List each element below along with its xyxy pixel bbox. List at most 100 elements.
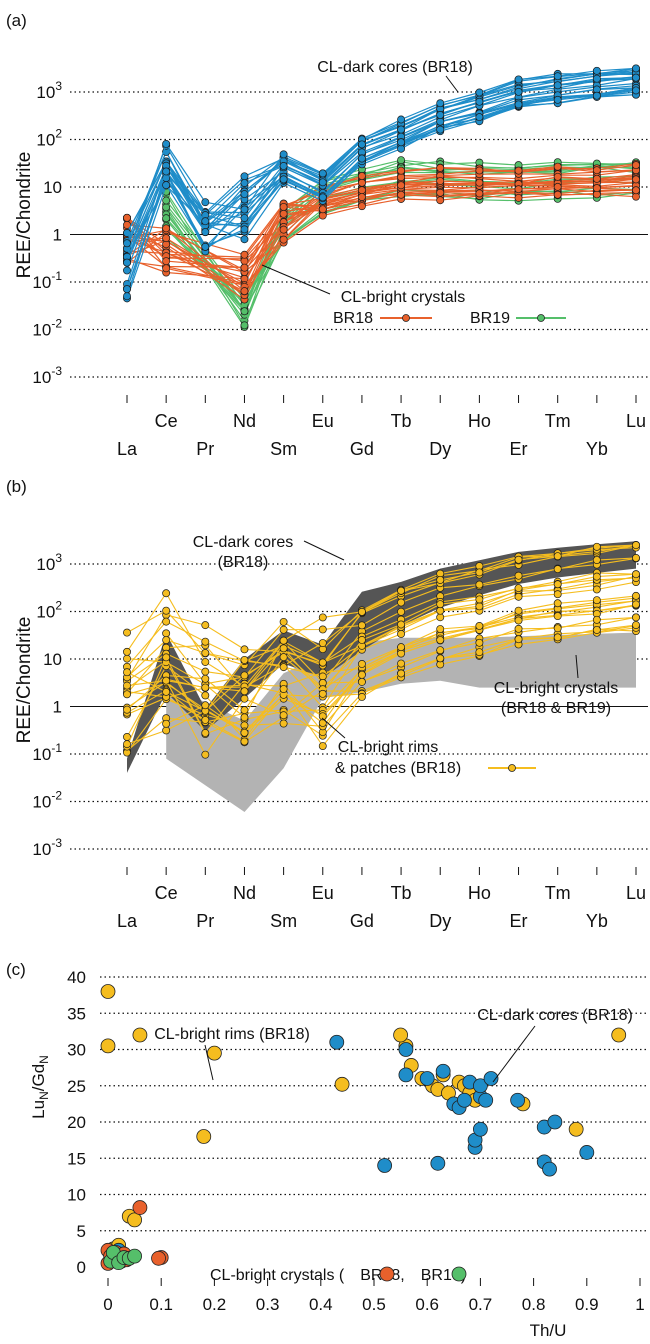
cl-bright-rims-series-line	[126, 544, 637, 688]
y-tick-label: 15	[67, 1149, 86, 1168]
panel-c-xlabel: Th/U	[530, 1321, 567, 1340]
rims-point	[334, 1076, 350, 1092]
cl-bright-rims-series-point	[514, 624, 523, 633]
x-tick-label: Yb	[586, 911, 608, 931]
leader-line-cores-b	[303, 540, 345, 561]
cores-point	[579, 1145, 595, 1160]
panel-b-x-tick-labels: La Ce Pr Nd Sm Eu Gd Tb Dy Ho Er Tm Yb Lu	[117, 867, 646, 931]
y-tick-label: 5	[77, 1222, 86, 1241]
cl-bright-rims-series-point	[553, 590, 562, 599]
br18-series-point	[632, 186, 640, 195]
cl-dark-cores-series-point	[592, 74, 601, 83]
cl-bright-rims-series-point	[318, 625, 327, 634]
cl-bright-rims-series-point	[436, 613, 445, 622]
cl-dark-cores-series-point	[592, 66, 601, 75]
y-tick-label: 0	[77, 1258, 86, 1277]
cores-point	[419, 1071, 435, 1086]
cl-bright-rims-series-point	[162, 629, 171, 638]
cl-bright-rims-series	[162, 621, 640, 750]
cl-dark-cores-series-point	[240, 205, 249, 214]
cl-bright-rims-series-point	[592, 625, 601, 634]
annotation-cl-bright-rims-c: CL-bright rims (BR18)	[154, 1026, 310, 1043]
panel-c-ylabel: LuN/GdN	[29, 1055, 51, 1119]
x-tick-label: Eu	[312, 411, 334, 431]
x-tick-label: Gd	[350, 911, 374, 931]
legend-br19-marker	[537, 314, 545, 322]
cl-bright-rims-series-point	[592, 556, 601, 565]
br18-series-point	[553, 190, 562, 199]
cl-bright-rims-series-point	[475, 638, 484, 647]
x-tick-label: 0.7	[469, 1295, 493, 1314]
cl-dark-cores-series-point	[240, 235, 249, 244]
annotation-cl-bright-crystals-b-2: (BR18 & BR19)	[501, 700, 611, 717]
annotation-cl-dark-cores-b-2: (BR18)	[218, 554, 269, 571]
cl-dark-cores-series-point	[201, 217, 210, 226]
br18-series-point	[123, 213, 131, 222]
cl-dark-cores-series-point	[632, 64, 640, 73]
cl-bright-rims-series-point	[475, 622, 484, 630]
cl-bright-rims-series-point	[279, 644, 288, 653]
x-tick-label: 0.9	[575, 1295, 599, 1314]
cl-dark-cores-series-point	[240, 179, 249, 188]
x-tick-label: 0.5	[362, 1295, 386, 1314]
cl-bright-rims-series-point	[123, 647, 131, 656]
x-tick-label: Tm	[545, 411, 571, 431]
cl-dark-cores-series-point	[279, 150, 288, 159]
panel-c-x-tick-labels: 0 0.1 0.2 0.3 0.4 0.5 0.6 0.7 0.8 0.9 1	[103, 1278, 645, 1314]
br19-series-point	[162, 214, 171, 223]
cl-dark-cores-series-point	[240, 225, 249, 234]
rims-point	[568, 1121, 584, 1137]
cl-bright-rims-series-point	[553, 612, 562, 621]
x-tick-label: La	[117, 911, 138, 931]
x-tick-label: Lu	[626, 883, 646, 903]
br18-point	[132, 1200, 148, 1215]
cl-bright-rims-series-point	[514, 571, 523, 580]
cl-bright-rims-series-point	[201, 621, 210, 630]
cl-dark-cores-series-point	[318, 193, 327, 202]
cores-point	[547, 1114, 563, 1130]
y-tick-label: 35	[67, 1004, 86, 1023]
cl-dark-cores-series-point	[123, 258, 131, 267]
cl-bright-rims-series-point	[123, 733, 131, 741]
cl-bright-rims-series-point	[475, 580, 484, 589]
cl-dark-cores-series-point	[397, 138, 406, 147]
cl-bright-rims-series-point	[397, 643, 406, 652]
cl-bright-rims-series-point	[632, 541, 640, 550]
cl-bright-rims-series-point	[162, 726, 171, 735]
x-tick-label: Ce	[155, 883, 178, 903]
x-tick-label: Dy	[429, 911, 451, 931]
cl-dark-cores-series-point	[436, 125, 445, 134]
br18-series-point	[240, 263, 249, 272]
cl-bright-rims-series-point	[397, 607, 406, 616]
cl-bright-rims-series-point	[553, 599, 562, 608]
br18-series-point	[553, 172, 562, 181]
panel-b-range-bands	[127, 541, 636, 812]
cores-point	[542, 1161, 557, 1177]
cl-bright-rims-series-point	[632, 600, 640, 609]
cl-dark-cores-series-point	[240, 214, 249, 222]
cl-bright-rims-series-line	[126, 597, 637, 735]
br18-series-point	[436, 196, 445, 205]
cl-dark-cores-series-point	[514, 75, 523, 84]
br18-series-point	[436, 177, 445, 185]
cores-point	[483, 1071, 499, 1086]
cl-dark-cores-series-point	[240, 190, 249, 199]
cl-bright-rims-series-point	[553, 552, 562, 561]
cl-bright-rims-series-point	[397, 598, 406, 607]
br18-series-point	[397, 173, 406, 182]
cl-bright-rims-series-point	[162, 653, 171, 662]
br18-series-point	[514, 185, 523, 194]
cl-dark-cores-series-point	[397, 115, 406, 124]
br19-series-point	[240, 321, 249, 330]
cl-dark-cores-series-point	[436, 111, 445, 119]
annotation-cl-dark-cores-c: CL-dark cores (BR18)	[477, 1007, 633, 1024]
y-tick-label: 103	[36, 79, 62, 102]
cl-bright-rims-series-point	[357, 636, 366, 644]
cl-dark-cores-series-line	[126, 89, 637, 258]
x-tick-label: Nd	[233, 883, 256, 903]
cl-dark-cores-series-point	[123, 285, 131, 294]
br18-series-point	[592, 166, 601, 175]
cl-bright-rims-series-point	[436, 636, 445, 644]
